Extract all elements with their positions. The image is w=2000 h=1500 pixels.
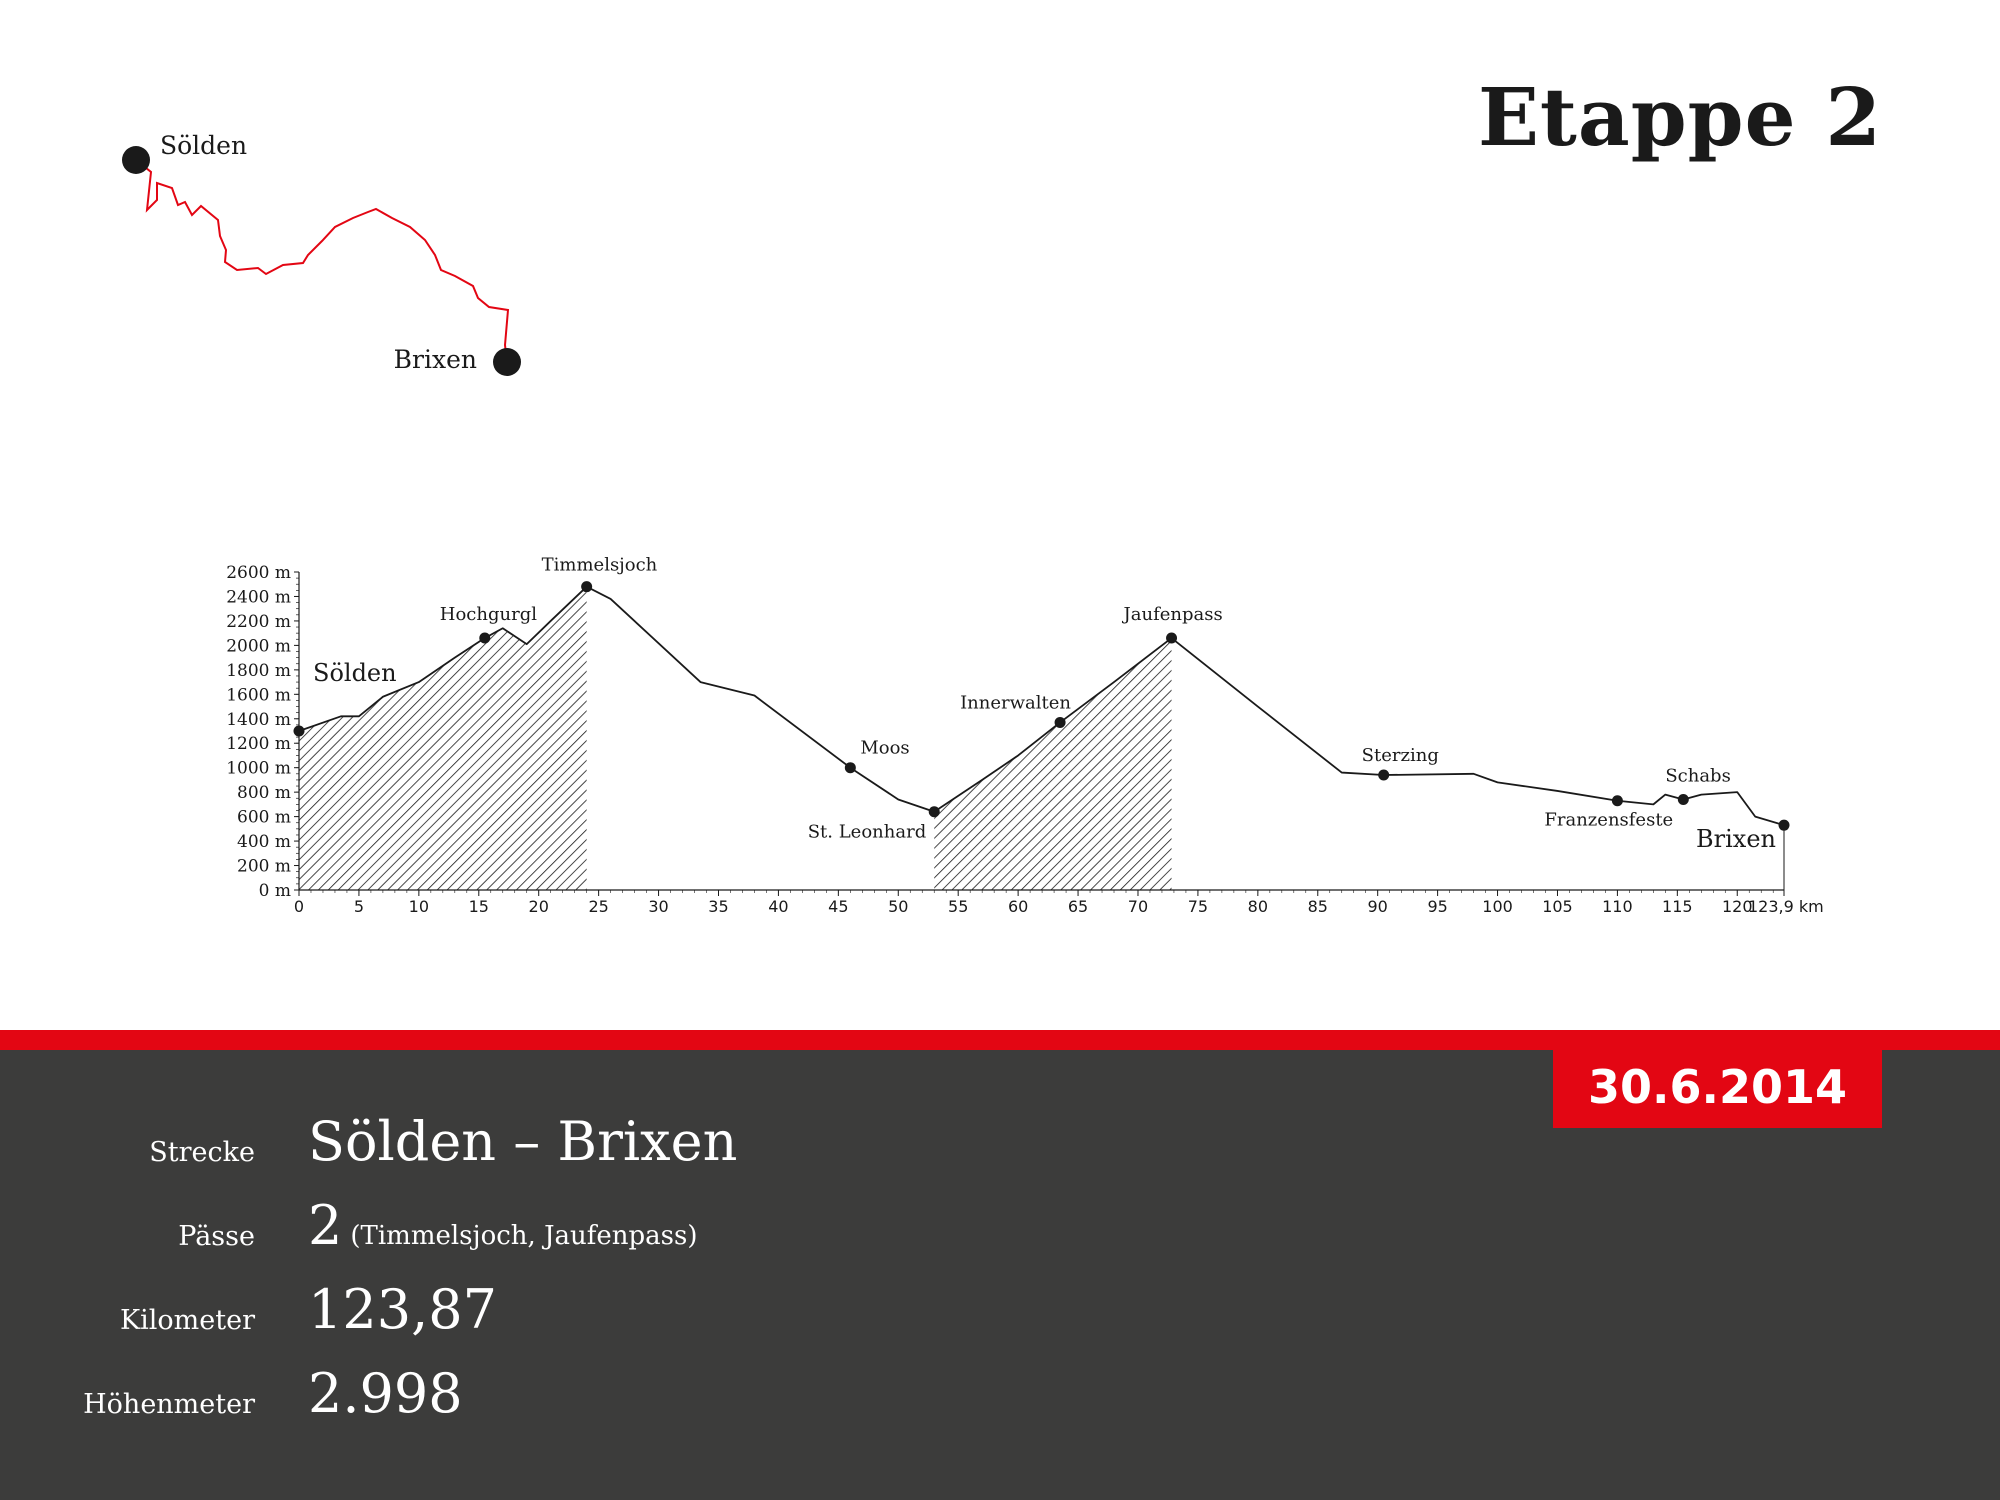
waypoint-label-innerwalten: Innerwalten: [960, 692, 1071, 713]
x-tick-label: 65: [1068, 897, 1088, 916]
start-label: Sölden: [160, 131, 247, 160]
waypoint-marker-moos: [844, 762, 856, 774]
y-tick-label: 2400 m: [226, 587, 291, 607]
y-tick-label: 0 m: [259, 881, 291, 901]
x-tick-label: 5: [354, 897, 364, 916]
fact-value-route-text: Sölden – Brixen: [308, 1110, 738, 1173]
x-tick-label: 25: [588, 897, 608, 916]
x-tick-label: 110: [1602, 897, 1633, 916]
waypoint-marker-franzensfeste: [1611, 795, 1623, 807]
waypoint-label-timmelsjoch: Timmelsjoch: [542, 555, 658, 576]
fact-value-elevation-gain: 2.998: [308, 1362, 463, 1425]
x-tick-label: 85: [1308, 897, 1328, 916]
x-tick-label: 45: [828, 897, 848, 916]
waypoint-marker-jaufenpass: [1166, 632, 1178, 644]
waypoint-label-franzensfeste: Franzensfeste: [1544, 810, 1673, 831]
x-tick-label: 55: [948, 897, 968, 916]
x-tick-label: 0: [294, 897, 304, 916]
waypoint-marker-st-leonhard: [928, 806, 940, 818]
x-tick-label: 120: [1722, 897, 1753, 916]
waypoint-label-moos: Moos: [860, 738, 909, 759]
waypoint-label-sterzing: Sterzing: [1362, 745, 1439, 766]
x-tick-label: 90: [1368, 897, 1388, 916]
fact-value-passes: 2 (Timmelsjoch, Jaufenpass): [308, 1194, 697, 1257]
x-tick-label: 105: [1542, 897, 1573, 916]
x-tick-label: 70: [1128, 897, 1148, 916]
y-tick-label: 1800 m: [226, 661, 291, 681]
x-tick-label: 115: [1662, 897, 1693, 916]
x-tick-label: 100: [1482, 897, 1513, 916]
waypoint-label-s-lden: Sölden: [313, 659, 397, 687]
waypoint-marker-sterzing: [1378, 769, 1390, 781]
fact-label-route: Strecke: [149, 1137, 255, 1168]
waypoint-marker-s-lden: [293, 725, 305, 737]
date-badge: 30.6.2014: [1553, 1046, 1882, 1128]
waypoint-label-schabs: Schabs: [1665, 765, 1731, 786]
end-marker: [493, 348, 521, 376]
waypoint-label-brixen: Brixen: [1696, 825, 1776, 853]
waypoint-marker-innerwalten: [1054, 716, 1066, 728]
waypoint-marker-timmelsjoch: [581, 581, 593, 593]
y-tick-label: 1600 m: [226, 685, 291, 705]
route-line: [135, 159, 510, 363]
y-tick-label: 800 m: [237, 783, 291, 803]
y-tick-label: 1400 m: [226, 710, 291, 730]
x-tick-label: 50: [888, 897, 908, 916]
y-tick-label: 2200 m: [226, 612, 291, 632]
x-end-tick-label: 123,9 km: [1748, 897, 1824, 916]
y-tick-label: 2000 m: [226, 636, 291, 656]
end-label: Brixen: [394, 345, 477, 374]
y-tick-label: 600 m: [237, 808, 291, 828]
x-tick-label: 20: [529, 897, 549, 916]
y-tick-label: 2600 m: [226, 563, 291, 583]
fact-label-kilometers: Kilometer: [119, 1305, 255, 1336]
fact-note-passes: (Timmelsjoch, Jaufenpass): [350, 1221, 698, 1251]
waypoint-label-jaufenpass: Jaufenpass: [1122, 604, 1223, 625]
waypoint-label-hochgurgl: Hochgurgl: [440, 604, 537, 625]
x-tick-label: 40: [768, 897, 788, 916]
start-marker: [122, 146, 150, 174]
waypoint-marker-brixen: [1778, 819, 1790, 831]
waypoint-marker-hochgurgl: [479, 632, 491, 644]
fact-label-elevation-gain: Höhenmeter: [83, 1389, 255, 1420]
fact-value-kilometers-text: 123,87: [308, 1278, 497, 1341]
y-tick-label: 400 m: [237, 832, 291, 852]
route-map: Sölden Brixen: [122, 131, 521, 376]
climb-area-2: [934, 638, 1172, 890]
y-tick-label: 1000 m: [226, 759, 291, 779]
waypoint-label-st-leonhard: St. Leonhard: [808, 822, 927, 843]
elevation-profile-line: [298, 585, 1785, 827]
fact-value-kilometers: 123,87: [308, 1278, 497, 1341]
y-tick-label: 200 m: [237, 857, 291, 877]
x-tick-label: 80: [1248, 897, 1268, 916]
waypoint-marker-schabs: [1677, 793, 1689, 805]
x-tick-label: 15: [469, 897, 489, 916]
x-tick-label: 10: [409, 897, 429, 916]
x-tick-label: 35: [708, 897, 728, 916]
elevation-profile-chart: 0 m 200 m 400 m 600 m 800 m 1000 m 1200 m 1400 …: [226, 555, 1824, 916]
fact-value-elevation-gain-text: 2.998: [308, 1362, 463, 1425]
fact-value-passes-text: 2: [308, 1194, 343, 1257]
fact-value-route: Sölden – Brixen: [308, 1110, 737, 1173]
x-tick-label: 95: [1427, 897, 1447, 916]
x-tick-label: 60: [1008, 897, 1028, 916]
accent-band: [0, 1030, 2000, 1050]
x-tick-label: 75: [1188, 897, 1208, 916]
x-tick-label: 30: [648, 897, 668, 916]
climb-area-1: [299, 586, 587, 890]
stage-title: Etappe 2: [1477, 70, 1882, 164]
fact-label-passes: Pässe: [178, 1221, 255, 1252]
y-tick-label: 1200 m: [226, 734, 291, 754]
